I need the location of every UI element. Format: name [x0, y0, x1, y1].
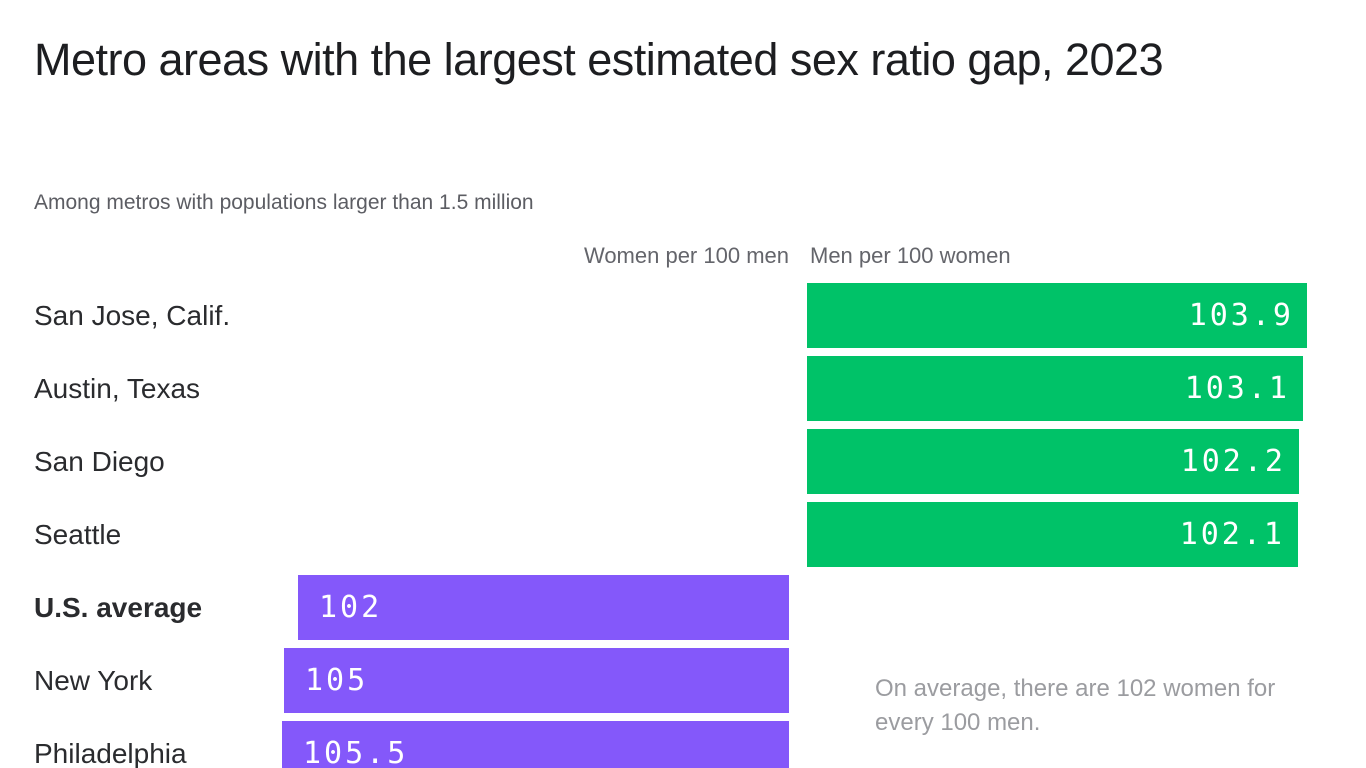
bar-men-per-100-women: 103.9	[807, 283, 1307, 348]
row-label: San Diego	[34, 446, 165, 477]
row-label: Austin, Texas	[34, 373, 201, 404]
bar-women-per-100-men: 105	[284, 648, 789, 713]
bar-value-label: 102.1	[1179, 517, 1285, 552]
bar-men-per-100-women: 102.1	[807, 502, 1298, 567]
row-label: San Jose, Calif.	[34, 300, 231, 331]
bar-value-label: 105	[305, 663, 369, 698]
chart-title: Metro areas with the largest estimated s…	[34, 34, 1164, 85]
row-label: New York	[34, 665, 153, 696]
row-label: U.S. average	[34, 592, 203, 623]
bar-women-per-100-men: 105.5	[282, 721, 789, 768]
bar-value-label: 105.5	[303, 736, 409, 768]
bar-value-label: 102.2	[1180, 444, 1286, 479]
row-label: Seattle	[34, 519, 122, 550]
chart-subtitle: Among metros with populations larger tha…	[34, 191, 534, 214]
row-label: Philadelphia	[34, 738, 187, 768]
bar-value-label: 102	[319, 590, 383, 625]
column-header-men-per-100-women: Men per 100 women	[810, 243, 1011, 268]
bar-men-per-100-women: 102.2	[807, 429, 1299, 494]
bar-men-per-100-women: 103.1	[807, 356, 1303, 421]
column-header-women-per-100-men: Women per 100 men	[583, 243, 789, 268]
bar-women-per-100-men: 102	[298, 575, 789, 640]
bar-value-label: 103.9	[1188, 298, 1294, 333]
bar-value-label: 103.1	[1184, 371, 1290, 406]
average-annotation: On average, there are 102 women for ever…	[875, 675, 1276, 736]
